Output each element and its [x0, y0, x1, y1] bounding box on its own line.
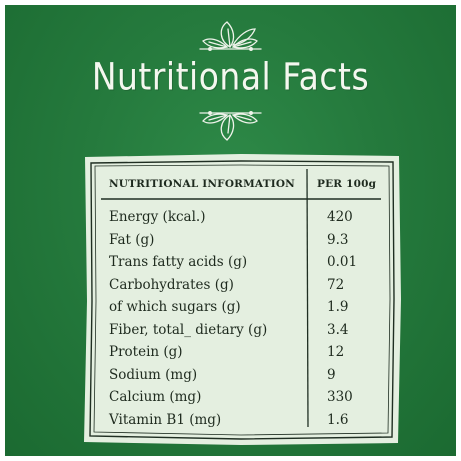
- page-title: Nutritional Facts: [91, 54, 370, 99]
- table-row: Trans fatty acids (g) 0.01: [81, 254, 403, 276]
- nutrient-label: Fiber, total_ dietary (g): [109, 321, 268, 338]
- table-row: of which sugars (g) 1.9: [81, 299, 403, 321]
- leaf-sprig-top-icon: [199, 21, 262, 51]
- green-panel: Nutritional Facts NUTRITIONAL INFORMATIO…: [5, 5, 456, 456]
- leaf-sprig-bottom-icon: [199, 111, 262, 141]
- nutrient-label: Energy (kcal.): [109, 209, 206, 225]
- nutrient-label: Fat (g): [109, 231, 155, 248]
- nutrient-value: 9.3: [327, 231, 349, 248]
- table-row: Fiber, total_ dietary (g) 3.4: [81, 322, 403, 344]
- nutrient-label: of which sugars (g): [109, 299, 241, 315]
- table-card-background: [84, 154, 401, 445]
- column-header-per-100g: PER 100g: [317, 178, 377, 190]
- nutrient-value: 420: [327, 209, 353, 225]
- column-header-nutrient: NUTRITIONAL INFORMATION: [109, 178, 295, 190]
- nutrient-value: 0.01: [327, 254, 358, 270]
- nutrient-value: 3.4: [327, 321, 349, 338]
- nutrient-label: Protein (g): [109, 344, 183, 360]
- nutrient-value: 1.9: [327, 299, 349, 315]
- nutrient-label: Trans fatty acids (g): [109, 254, 248, 270]
- nutrient-label: Vitamin B1 (mg): [109, 411, 222, 428]
- table-row: Fat (g) 9.3: [81, 232, 403, 254]
- nutrient-value: 12: [327, 344, 345, 360]
- nutrient-value: 1.6: [327, 411, 349, 428]
- nutrient-value: 330: [327, 389, 353, 405]
- table-row: Protein (g) 12: [81, 344, 403, 366]
- table-row: Vitamin B1 (mg) 1.6: [81, 412, 403, 434]
- table-row: Energy (kcal.) 420: [81, 209, 403, 231]
- nutrient-label: Calcium (mg): [109, 389, 202, 405]
- table-row: Carbohydrates (g) 72: [81, 277, 403, 299]
- nutrient-value: 9: [327, 366, 336, 383]
- nutrient-label: Sodium (mg): [109, 366, 198, 383]
- table-row: Sodium (mg) 9: [81, 367, 403, 389]
- nutrient-value: 72: [327, 276, 345, 293]
- table-row: Calcium (mg) 330: [81, 389, 403, 411]
- nutrient-label: Carbohydrates (g): [109, 276, 234, 293]
- nutrition-table: NUTRITIONAL INFORMATION PER 100g Energy …: [81, 151, 403, 447]
